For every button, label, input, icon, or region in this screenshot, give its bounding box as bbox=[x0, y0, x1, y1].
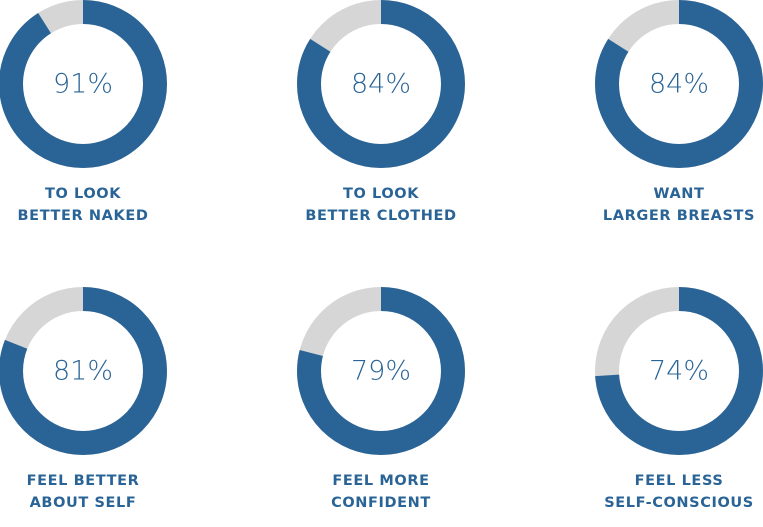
donut-value-arc bbox=[0, 0, 167, 168]
donut-value-arc bbox=[0, 287, 167, 455]
donut-ring: 74% bbox=[595, 287, 763, 455]
donut-category-label-line: FEEL LESS bbox=[634, 473, 724, 489]
donut-category-label-line: FEEL MORE bbox=[332, 473, 430, 489]
donut-value-label: 74% bbox=[649, 356, 709, 387]
donut-value-arc bbox=[595, 0, 763, 168]
donut-item: 84% TO LOOK BETTER CLOTHED bbox=[271, 0, 491, 240]
donut-ring: 79% bbox=[297, 287, 465, 455]
donut-value-label: 84% bbox=[649, 69, 709, 100]
donut-category-label-line: LARGER BREASTS bbox=[602, 208, 756, 224]
donut-category-label-line: ABOUT SELF bbox=[29, 495, 137, 511]
donut-value-label: 91% bbox=[53, 69, 113, 100]
donut-category-label: TO LOOK BETTER NAKED bbox=[0, 183, 193, 227]
donut-chart-grid: 91% TO LOOK BETTER NAKED 84% TO LOOK BETTER C… bbox=[0, 0, 763, 511]
donut-category-label-line: FEEL BETTER bbox=[26, 473, 140, 489]
donut-value-label: 79% bbox=[351, 356, 411, 387]
donut-category-label-line: CONFIDENT bbox=[331, 495, 431, 511]
donut-ring: 91% bbox=[0, 0, 167, 168]
donut-ring: 84% bbox=[595, 0, 763, 168]
donut-category-label-line: TO LOOK bbox=[342, 186, 420, 202]
donut-ring: 81% bbox=[0, 287, 167, 455]
donut-category-label: WANT LARGER BREASTS bbox=[569, 183, 763, 227]
donut-category-label-line: TO LOOK bbox=[44, 186, 122, 202]
donut-item: 91% TO LOOK BETTER NAKED bbox=[0, 0, 193, 240]
donut-item: 81% FEEL BETTER ABOUT SELF bbox=[0, 287, 193, 527]
donut-item: 74% FEEL LESS SELF-CONSCIOUS bbox=[569, 287, 763, 527]
donut-category-label: FEEL LESS SELF-CONSCIOUS bbox=[569, 470, 763, 514]
donut-category-label-line: SELF-CONSCIOUS bbox=[604, 495, 754, 511]
donut-category-label-line: BETTER CLOTHED bbox=[305, 208, 457, 224]
donut-value-label: 84% bbox=[351, 69, 411, 100]
donut-item: 79% FEEL MORE CONFIDENT bbox=[271, 287, 491, 527]
donut-value-arc bbox=[595, 287, 763, 455]
donut-item: 84% WANT LARGER BREASTS bbox=[569, 0, 763, 240]
donut-value-label: 81% bbox=[53, 356, 113, 387]
donut-category-label: TO LOOK BETTER CLOTHED bbox=[271, 183, 491, 227]
donut-category-label-line: WANT bbox=[653, 186, 705, 202]
donut-value-arc bbox=[297, 0, 465, 168]
donut-value-arc bbox=[297, 287, 465, 455]
donut-category-label: FEEL BETTER ABOUT SELF bbox=[0, 470, 193, 514]
donut-category-label-line: BETTER NAKED bbox=[17, 208, 149, 224]
donut-ring: 84% bbox=[297, 0, 465, 168]
donut-category-label: FEEL MORE CONFIDENT bbox=[271, 470, 491, 514]
